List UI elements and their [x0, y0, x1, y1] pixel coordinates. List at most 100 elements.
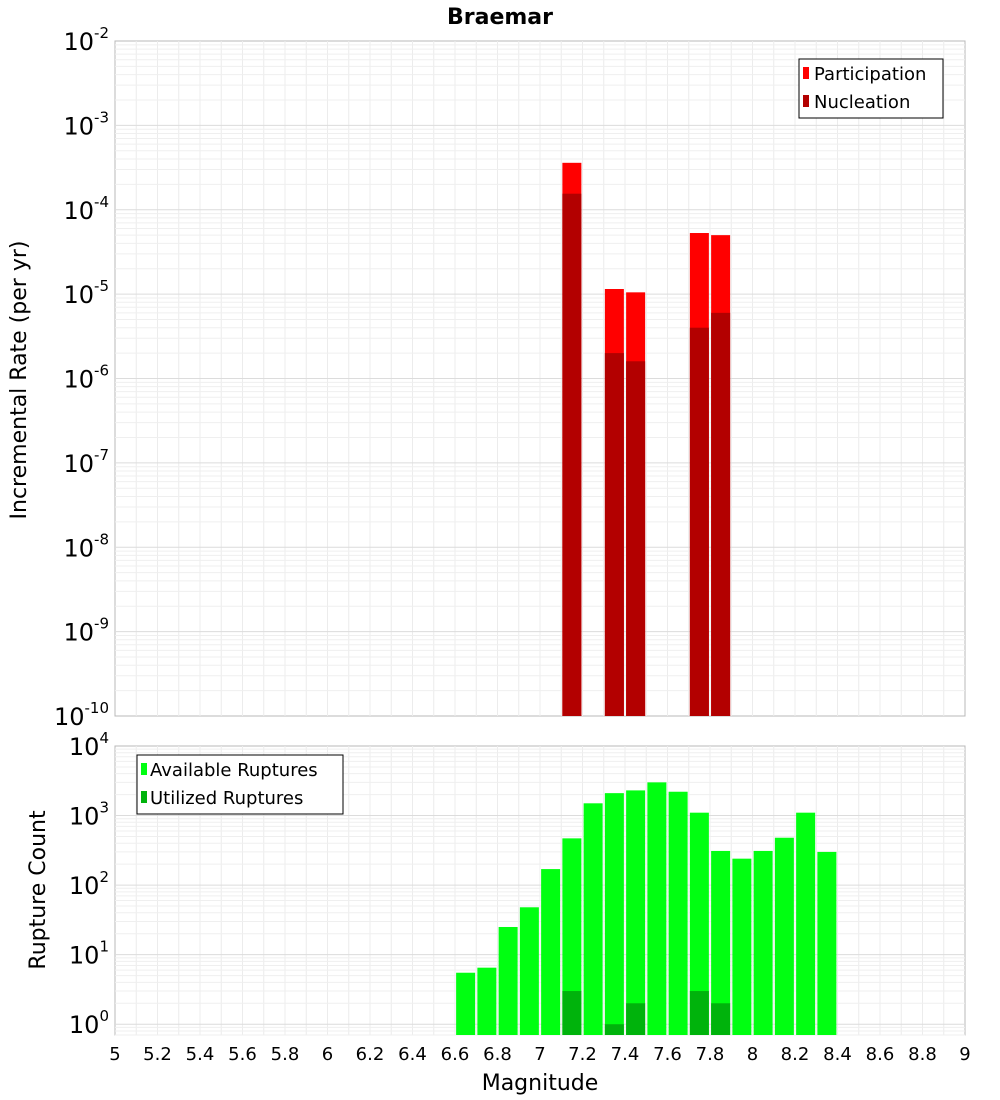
count-bar-primary — [562, 838, 582, 1035]
y-tick-label: 10-8 — [63, 530, 109, 562]
legend-swatch-nucleation — [803, 95, 809, 107]
count-bar-secondary — [604, 1024, 624, 1035]
y-tick-label: 10-3 — [63, 108, 109, 140]
y-tick-label: 10-9 — [63, 615, 109, 647]
count-bar-primary — [541, 869, 561, 1035]
top-y-axis-label: Incremental Rate (per yr) — [7, 241, 32, 520]
y-tick-label: 100 — [69, 1007, 109, 1039]
rate-bar-secondary — [604, 353, 624, 716]
x-tick-label: 9 — [959, 1044, 970, 1065]
top-y-tick-labels: 10-10 10-9 10-8 10-7 10-6 10-5 10-4 10-3 10-2 — [54, 24, 109, 731]
count-bar-primary — [796, 812, 816, 1035]
y-tick-text: 100 — [69, 1007, 109, 1039]
count-bar-primary — [817, 851, 837, 1035]
rate-bar-secondary — [626, 361, 646, 716]
chart-title: Braemar — [447, 5, 553, 30]
bottom-legend-box — [136, 754, 344, 815]
rate-bar-secondary — [689, 327, 709, 716]
y-tick-label: 10-10 — [54, 699, 109, 731]
x-tick-label: 8.8 — [908, 1044, 937, 1065]
count-bar-secondary — [562, 991, 582, 1035]
bottom-y-tick-labels: 100 101 102 103 104 — [69, 729, 109, 1039]
x-tick-label: 7.2 — [568, 1044, 597, 1065]
count-bar-secondary — [711, 1003, 731, 1035]
legend-label-utilized: Utilized Ruptures — [150, 788, 303, 809]
x-axis-label: Magnitude — [482, 1071, 599, 1096]
y-tick-label: 104 — [69, 729, 109, 761]
x-tick-label: 6.8 — [483, 1044, 512, 1065]
y-tick-label: 102 — [69, 868, 109, 900]
x-tick-label: 8.4 — [823, 1044, 852, 1065]
count-bar-primary — [583, 803, 603, 1035]
y-tick-text: 103 — [69, 799, 109, 831]
x-tick-label: 5.2 — [143, 1044, 172, 1065]
legend-swatch-utilized — [141, 791, 147, 803]
x-tick-label: 5.8 — [271, 1044, 300, 1065]
legend-swatch-participation — [803, 67, 809, 79]
y-tick-text: 10-7 — [63, 446, 109, 478]
y-tick-label: 10-7 — [63, 446, 109, 478]
bottom-legend: Available Ruptures Utilized Ruptures — [136, 754, 344, 815]
incremental-rate-plot: 10-10 10-9 10-8 10-7 10-6 10-5 10-4 10-3 10-2 In… — [7, 24, 966, 731]
count-bar-primary — [774, 837, 794, 1035]
x-tick-label: 6.4 — [398, 1044, 427, 1065]
y-tick-text: 104 — [69, 729, 109, 761]
count-bar-primary — [647, 782, 667, 1035]
count-bar-primary — [456, 972, 476, 1035]
count-bar-primary — [668, 791, 688, 1035]
x-tick-label: 5.6 — [228, 1044, 257, 1065]
top-bars — [562, 162, 731, 716]
count-bar-secondary — [626, 1003, 646, 1035]
y-tick-text: 101 — [69, 938, 109, 970]
x-tick-label: 8 — [747, 1044, 758, 1065]
rupture-count-plot: 100 101 102 103 104 5 5.2 5.4 5.6 5.8 6 6.2 6.4 6.6 6… — [26, 729, 971, 1096]
legend-label-nucleation: Nucleation — [814, 92, 910, 113]
y-tick-text: 10-6 — [63, 362, 109, 394]
legend-swatch-available — [141, 763, 147, 775]
x-tick-label: 8.2 — [781, 1044, 810, 1065]
x-tick-label: 5.4 — [186, 1044, 215, 1065]
count-bar-primary — [519, 907, 539, 1035]
y-tick-text: 10-5 — [63, 277, 109, 309]
count-bar-primary — [477, 967, 497, 1035]
legend-label-participation: Participation — [814, 64, 926, 85]
top-gridlines — [115, 41, 965, 716]
y-tick-label: 10-2 — [63, 24, 109, 56]
count-bar-secondary — [689, 991, 709, 1035]
x-tick-labels: 5 5.2 5.4 5.6 5.8 6 6.2 6.4 6.6 6.8 7 7.2 7.4 7.6 7.8 8… — [109, 1044, 970, 1065]
x-tick-label: 7.8 — [696, 1044, 725, 1065]
rate-bar-secondary — [711, 312, 731, 716]
y-tick-text: 10-8 — [63, 530, 109, 562]
y-tick-label: 101 — [69, 938, 109, 970]
rate-bar-secondary — [562, 193, 582, 716]
bottom-y-axis-label: Rupture Count — [26, 810, 51, 970]
top-legend: Participation Nucleation — [798, 58, 944, 119]
x-tick-label: 6 — [322, 1044, 333, 1065]
y-tick-label: 10-4 — [63, 193, 109, 225]
count-bar-primary — [498, 926, 518, 1035]
count-bar-primary — [689, 812, 709, 1035]
x-tick-label: 7.4 — [611, 1044, 640, 1065]
y-tick-text: 102 — [69, 868, 109, 900]
x-tick-label: 6.2 — [356, 1044, 385, 1065]
count-bar-primary — [732, 858, 752, 1035]
bottom-bars — [456, 782, 837, 1035]
count-bar-primary — [604, 793, 624, 1035]
y-tick-label: 10-6 — [63, 362, 109, 394]
x-tick-label: 7 — [534, 1044, 545, 1065]
y-tick-text: 10-2 — [63, 24, 109, 56]
y-tick-text: 10-3 — [63, 108, 109, 140]
y-tick-text: 10-10 — [54, 699, 109, 731]
y-tick-text: 10-4 — [63, 193, 109, 225]
x-tick-label: 5 — [109, 1044, 120, 1065]
count-bar-primary — [711, 850, 731, 1035]
y-tick-text: 10-9 — [63, 615, 109, 647]
x-tick-label: 8.6 — [866, 1044, 895, 1065]
legend-label-available: Available Ruptures — [150, 760, 318, 781]
top-legend-box — [798, 58, 944, 119]
x-tick-label: 7.6 — [653, 1044, 682, 1065]
x-tick-label: 6.6 — [441, 1044, 470, 1065]
y-tick-label: 10-5 — [63, 277, 109, 309]
y-tick-label: 103 — [69, 799, 109, 831]
